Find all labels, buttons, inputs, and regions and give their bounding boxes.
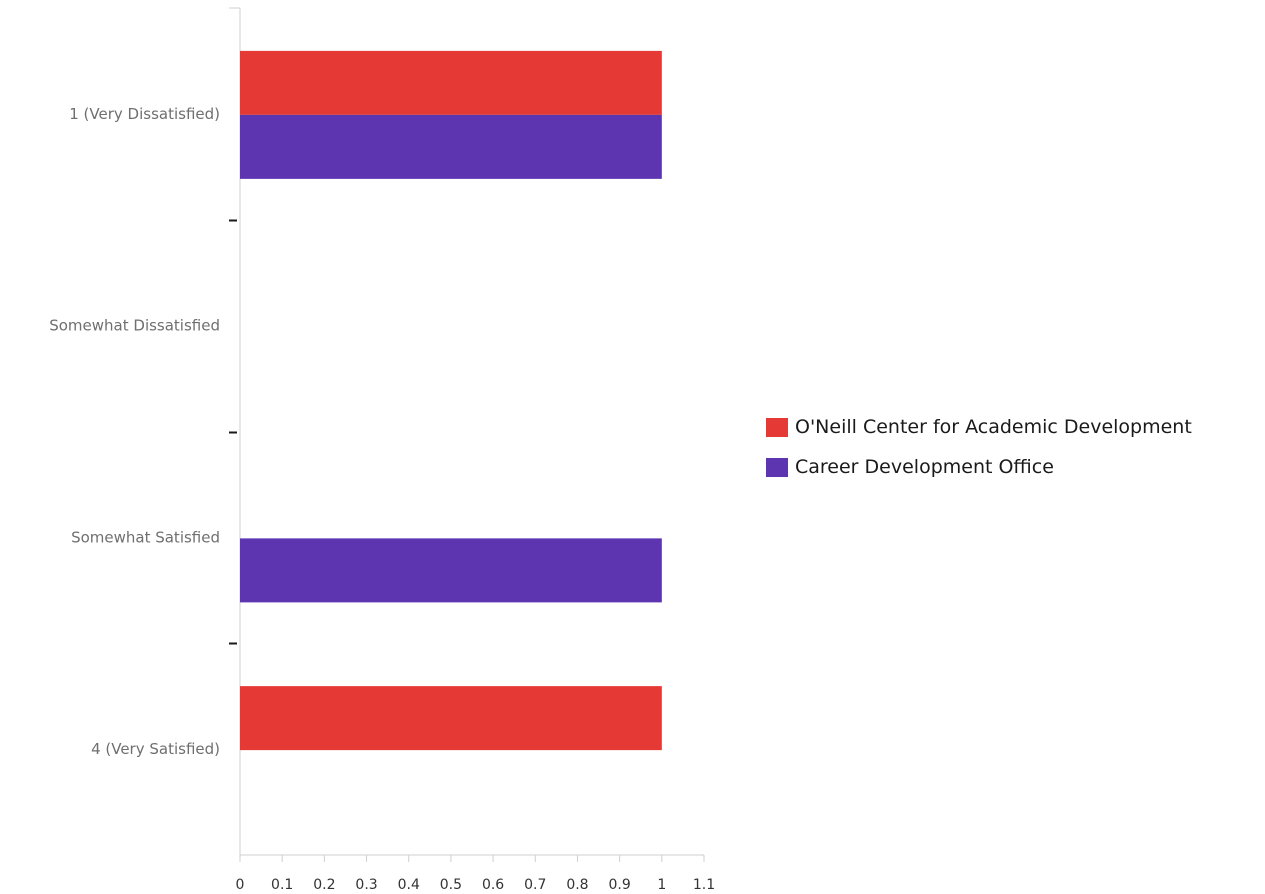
chart-legend: O'Neill Center for Academic Development … <box>766 414 1192 494</box>
chart-bars <box>240 50 662 751</box>
x-tick-label: 0.7 <box>524 877 546 893</box>
category-labels: 1 (Very Dissatisfied) Somewhat Dissatisfi… <box>49 105 220 758</box>
x-tick-label: 1 <box>657 877 666 893</box>
legend-label: Career Development Office <box>795 456 1054 478</box>
legend-item: Career Development Office <box>766 454 1192 480</box>
category-label: 1 (Very Dissatisfied) <box>69 105 220 123</box>
x-tick-label: 0.5 <box>440 877 462 893</box>
bar <box>240 686 662 751</box>
legend-swatch <box>766 417 788 437</box>
category-label: Somewhat Dissatisfied <box>49 317 220 335</box>
category-label: 4 (Very Satisfied) <box>91 740 220 758</box>
bar <box>240 114 662 179</box>
x-tick-labels: 0 0.1 0.2 0.3 0.4 0.5 0.6 0.7 0.8 0.9 1 1.1 <box>236 877 716 893</box>
x-tick-label: 1.1 <box>693 877 715 893</box>
x-tick-label: 0.4 <box>398 877 420 893</box>
x-tick-label: 0.6 <box>482 877 504 893</box>
category-label: Somewhat Satisfied <box>71 528 220 546</box>
x-tick-label: 0.1 <box>271 877 293 893</box>
x-tick-label: 0.8 <box>566 877 588 893</box>
x-tick-label: 0.9 <box>609 877 631 893</box>
legend-item: O'Neill Center for Academic Development <box>766 414 1192 440</box>
bar <box>240 50 662 115</box>
x-tick-label: 0.2 <box>313 877 335 893</box>
x-tick-label: 0 <box>236 877 245 893</box>
bar <box>240 538 662 603</box>
legend-swatch <box>766 457 788 477</box>
x-tick-label: 0.3 <box>355 877 377 893</box>
legend-label: O'Neill Center for Academic Development <box>795 416 1192 438</box>
